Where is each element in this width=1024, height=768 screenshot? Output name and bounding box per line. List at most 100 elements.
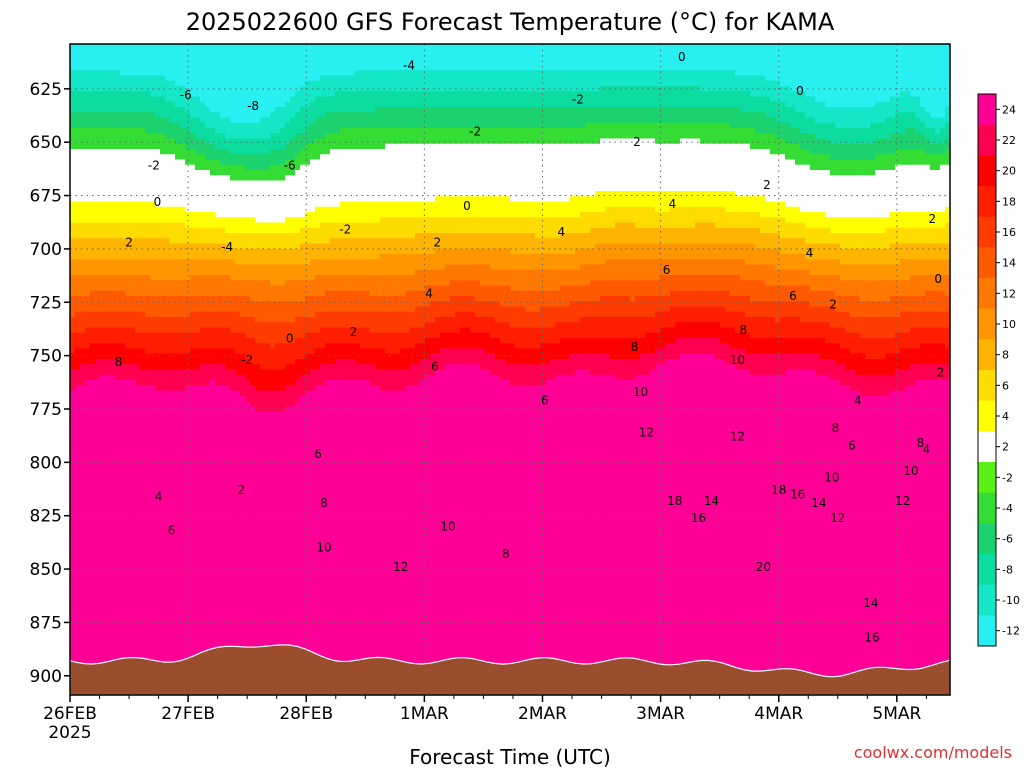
contour-label: 2	[829, 297, 837, 311]
contour-label: 8	[502, 547, 510, 561]
contour-label: 8	[832, 421, 840, 435]
chart-title: 2025022600 GFS Forecast Temperature (°C)…	[186, 8, 835, 36]
colorbar-label: 6	[1002, 379, 1009, 392]
contour-label: -2	[148, 159, 160, 173]
colorbar-swatch	[978, 216, 996, 248]
contour-label: 14	[811, 496, 826, 510]
contour-label: 12	[639, 425, 654, 439]
contour-label: 2	[237, 483, 245, 497]
colorbar-swatch	[978, 94, 996, 126]
y-tick-label: 725	[30, 293, 62, 313]
contour-label: 10	[440, 519, 455, 533]
colorbar-swatch	[978, 584, 996, 616]
contour-label: -2	[572, 92, 584, 106]
y-tick-label: 750	[30, 347, 62, 367]
contour-label: 10	[316, 541, 331, 555]
y-tick-label: 675	[30, 187, 62, 207]
contour-label: 2	[937, 366, 945, 380]
contour-label: 2	[633, 135, 641, 149]
colorbar-label: 4	[1002, 410, 1009, 423]
y-axis: 625 650 675 700 725 750 775 800 825 850 875 900	[30, 80, 70, 687]
contour-label: 6	[314, 447, 322, 461]
contour-label: 0	[463, 199, 471, 213]
colorbar-swatch	[978, 124, 996, 156]
contour-label: 4	[854, 393, 862, 407]
contour-label: 4	[806, 246, 814, 260]
contour-label: -8	[247, 99, 259, 113]
y-tick-label: 700	[30, 240, 62, 260]
colorbar-label: -6	[1002, 533, 1013, 546]
y-tick-label: 875	[30, 613, 62, 633]
contour-label: 10	[824, 470, 839, 484]
contour-label: 12	[895, 494, 910, 508]
contour-label: -4	[403, 58, 415, 72]
contour-label: 6	[168, 524, 176, 538]
plot-frame	[69, 43, 951, 696]
colorbar-swatch	[978, 615, 996, 647]
colorbar-swatch	[978, 431, 996, 463]
contour-label: 10	[903, 464, 918, 478]
contour-label: 12	[393, 560, 408, 574]
contour-label: -6	[180, 88, 192, 102]
contour-label: 10	[730, 353, 745, 367]
contour-label: 6	[789, 289, 797, 303]
contour-label: 8	[320, 496, 328, 510]
colorbar-label: -10	[1002, 594, 1020, 607]
x-tick-label: 2MAR	[518, 704, 567, 724]
contour-label: 8	[917, 436, 925, 450]
colorbar-swatch	[978, 278, 996, 310]
contour-label: 6	[541, 393, 549, 407]
x-tick-label: 3MAR	[636, 704, 685, 724]
x-axis: 26FEB 27FEB 28FEB 1MAR 2MAR 3MAR 4MAR 5MAR	[43, 695, 927, 724]
contour-label: 6	[848, 438, 856, 452]
colorbar-label: 18	[1002, 195, 1016, 208]
colorbar-swatch	[978, 186, 996, 218]
x-tick-label: 5MAR	[872, 704, 921, 724]
contour-label: 16	[790, 487, 805, 501]
contour-label: -2	[241, 353, 253, 367]
contour-label: 4	[923, 443, 931, 457]
contour-label: 10	[633, 385, 648, 399]
colorbar-swatch	[978, 462, 996, 494]
x-tick-label: 27FEB	[161, 704, 215, 724]
colorbar-label: 16	[1002, 226, 1016, 239]
contour-label: 2	[763, 178, 771, 192]
contour-label: 8	[739, 323, 747, 337]
y-tick-label: 825	[30, 507, 62, 527]
credit-text: coolwx.com/models	[854, 743, 1012, 762]
colorbar-frame	[977, 93, 997, 647]
colorbar-label: 10	[1002, 318, 1016, 331]
colorbar-swatch	[978, 339, 996, 371]
y-tick-label: 800	[30, 453, 62, 473]
y-tick-label: 650	[30, 133, 62, 153]
contour-label: 4	[425, 287, 433, 301]
colorbar-swatch	[978, 155, 996, 187]
x-tick-label: 4MAR	[754, 704, 803, 724]
contour-labels: -4 -6 -8 -6 -2 -4 -2 -2 -2 -2 0 0 0 0 0 0 2 2 2 2 2 2 2 2 2 4 4 4 4 4…	[115, 50, 945, 645]
y-tick-label: 850	[30, 560, 62, 580]
colorbar-label: 24	[1002, 103, 1016, 116]
contour-label: -6	[284, 159, 296, 173]
contour-label: 0	[286, 332, 294, 346]
contour-label: 2	[125, 236, 133, 250]
contour-label: -2	[339, 223, 351, 237]
contour-label: 4	[669, 197, 677, 211]
contour-label: 8	[115, 355, 123, 369]
y-tick-label: 775	[30, 400, 62, 420]
contour-label: 12	[730, 430, 745, 444]
x-year-label: 2025	[48, 723, 91, 743]
colorbar-label: -2	[1002, 471, 1013, 484]
colorbar-label: 14	[1002, 257, 1016, 270]
y-tick-label: 900	[30, 667, 62, 687]
colorbar-label: 8	[1002, 349, 1009, 362]
colorbar-swatch	[978, 370, 996, 402]
x-axis-title: Forecast Time (UTC)	[409, 745, 611, 768]
contour-label: 20	[756, 560, 771, 574]
ground	[70, 644, 950, 695]
colorbar-label: 20	[1002, 165, 1016, 178]
contour-label: 0	[934, 272, 942, 286]
x-tick-label: 1MAR	[400, 704, 449, 724]
colorbar-label: -8	[1002, 563, 1013, 576]
